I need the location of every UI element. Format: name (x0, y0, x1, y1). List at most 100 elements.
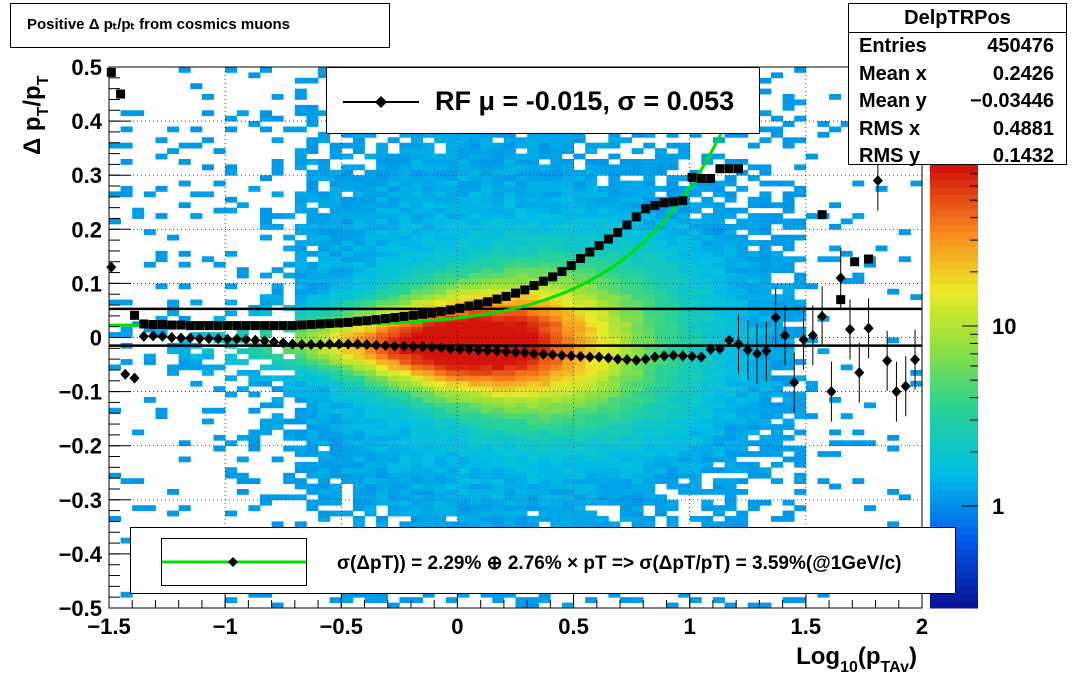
heatmap-cell (469, 164, 481, 171)
heatmap-cell (573, 175, 586, 181)
heatmap-cell (666, 440, 679, 447)
heatmap-cell (724, 375, 737, 382)
heatmap-cell (654, 294, 667, 300)
heatmap-cell (399, 386, 412, 392)
heatmap-cell (445, 272, 458, 279)
heatmap-cell (503, 202, 516, 209)
heatmap-cell (562, 213, 574, 219)
heatmap-cell (666, 261, 679, 268)
heatmap-cell (666, 180, 679, 187)
heatmap-cell (190, 332, 203, 338)
heatmap-cell (678, 267, 691, 273)
heatmap-cell (794, 299, 807, 306)
heatmap-cell (457, 213, 470, 219)
heatmap-cell (318, 499, 331, 506)
y-tick-label: 0.5 (71, 55, 102, 80)
heatmap-cell (329, 175, 342, 181)
heatmap-cell (318, 169, 331, 176)
heatmap-cell (422, 521, 435, 528)
stats-value: 450476 (987, 35, 1054, 57)
heatmap-cell (608, 418, 621, 425)
heatmap-cell (771, 267, 783, 273)
heatmap-cell (503, 267, 516, 273)
heatmap-cell (515, 402, 528, 409)
heatmap-cell (318, 348, 331, 355)
heatmap-cell (759, 407, 772, 414)
heatmap-cell (457, 456, 470, 463)
heatmap-cell (550, 348, 563, 355)
heatmap-cell (352, 261, 365, 268)
heatmap-cell (515, 467, 528, 474)
heatmap-cell (654, 510, 667, 517)
heatmap-cell (643, 516, 656, 522)
heatmap-cell (213, 407, 226, 414)
heatmap-cell (248, 353, 261, 360)
heatmap-cell (306, 137, 319, 144)
heatmap-cell (411, 261, 423, 268)
heatmap-cell (306, 429, 319, 436)
heatmap-cell (538, 164, 551, 171)
heatmap-cell (387, 169, 400, 176)
heatmap-cell (596, 207, 609, 214)
heatmap-cell (573, 386, 586, 392)
heatmap-cell (411, 359, 423, 365)
heatmap-cell (329, 142, 342, 149)
heatmap-cell (817, 451, 830, 457)
heatmap-cell (724, 516, 737, 522)
heatmap-cell (562, 434, 574, 441)
heatmap-cell (422, 364, 435, 371)
heatmap-cell (480, 359, 493, 365)
heatmap-cell (399, 148, 412, 154)
heatmap-cell (771, 250, 783, 257)
heatmap-cell (643, 321, 656, 328)
heatmap-cell (260, 499, 272, 506)
heatmap-cell (434, 478, 447, 484)
heatmap-cell (596, 424, 609, 430)
heatmap-cell (585, 229, 598, 236)
heatmap-cell (678, 326, 691, 333)
heatmap-cell (318, 370, 331, 376)
heatmap-cell (724, 451, 737, 457)
heatmap-cell (701, 499, 714, 506)
heatmap-cell (515, 159, 528, 165)
heatmap-cell (318, 494, 331, 501)
heatmap-cell (620, 164, 632, 171)
heatmap-cell (155, 153, 168, 160)
heatmap-cell (678, 321, 691, 328)
heatmap-cell (759, 240, 772, 246)
heatmap-cell (620, 267, 632, 273)
heatmap-cell (596, 142, 609, 149)
heatmap-cell (782, 218, 795, 225)
heatmap-cell (503, 196, 516, 203)
marker-rf (203, 333, 214, 345)
heatmap-cell (585, 472, 598, 479)
heatmap-cell (527, 180, 540, 187)
heatmap-cell (480, 353, 493, 360)
heatmap-cell (341, 131, 354, 138)
heatmap-cell (167, 510, 180, 517)
heatmap-cell (469, 294, 481, 300)
heatmap-cell (457, 402, 470, 409)
heatmap-cell (701, 294, 714, 300)
marker-sigma (195, 321, 205, 331)
heatmap-cell (631, 418, 644, 425)
heatmap-cell (585, 207, 598, 214)
heatmap-cell (678, 207, 691, 214)
heatmap-cell (318, 164, 331, 171)
heatmap-cell (411, 148, 423, 154)
heatmap-cell (503, 191, 516, 198)
heatmap-cell (712, 256, 725, 263)
heatmap-cell (573, 380, 586, 387)
heatmap-cell (445, 137, 458, 144)
heatmap-cell (457, 359, 470, 365)
heatmap-cell (376, 434, 389, 441)
heatmap-cell (190, 364, 203, 371)
heatmap-cell (550, 315, 563, 322)
heatmap-cell (608, 278, 621, 284)
heatmap-cell (759, 418, 772, 425)
heatmap-cell (527, 142, 540, 149)
heatmap-cell (469, 218, 481, 225)
marker-sigma (836, 295, 846, 305)
heatmap-cell (562, 278, 574, 284)
heatmap-cell (608, 348, 621, 355)
